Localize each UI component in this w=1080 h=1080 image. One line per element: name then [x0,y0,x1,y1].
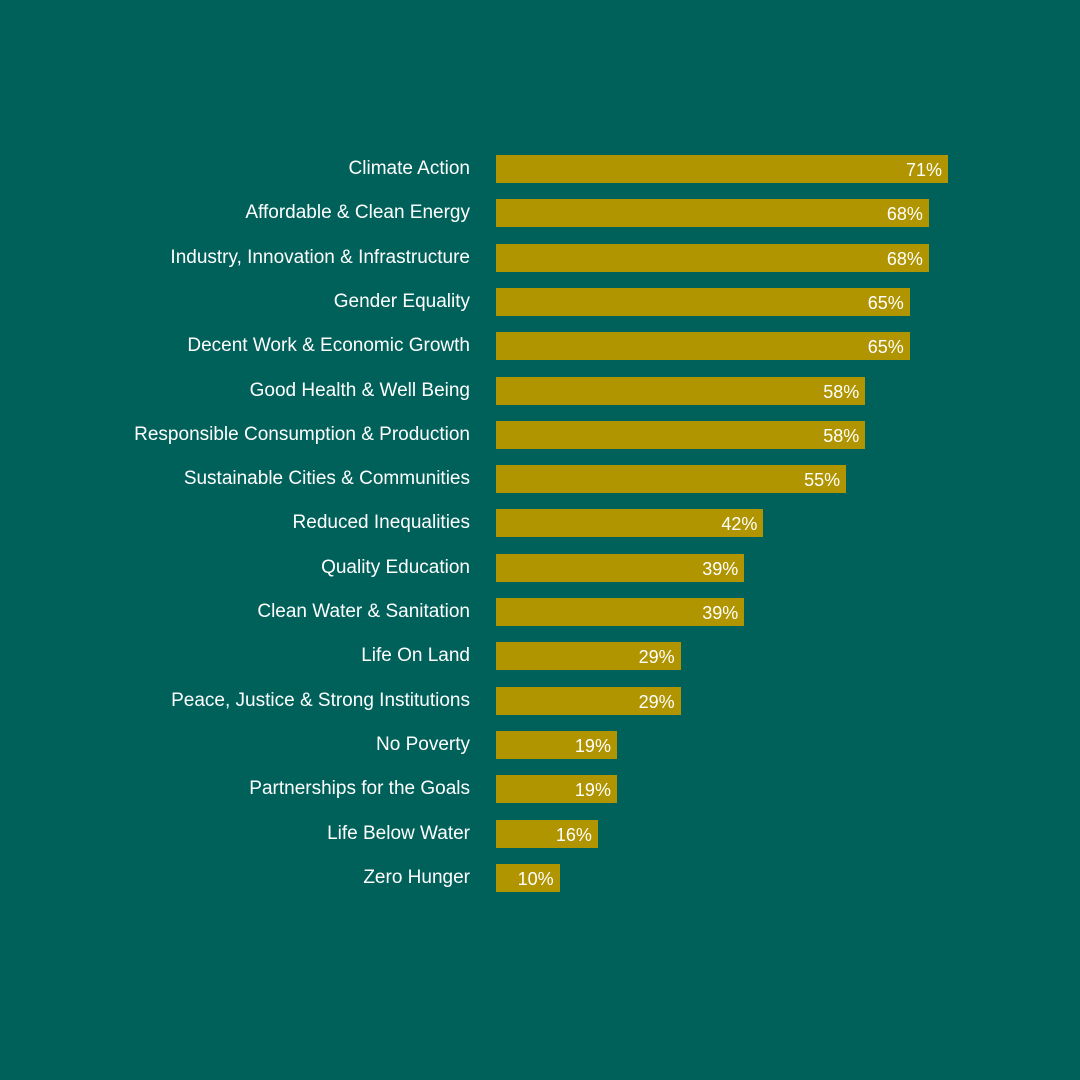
bar-row: Industry, Innovation & Infrastructure 68% [0,243,1080,272]
bar-value-label: 16% [555,824,592,845]
bar-row: Climate Action 71% [0,155,1080,183]
bar: 19% [496,775,617,804]
bar-value-label: 39% [702,603,739,623]
bar-row: Reduced Inequalities 42% [0,509,1080,538]
category-label: Zero Hunger [363,866,470,888]
bar-value-label: 68% [886,204,923,225]
category-label: Sustainable Cities & Communities [183,468,470,490]
bar-value-label: 68% [886,248,923,269]
bar-value-label: 58% [823,425,860,446]
category-label: Affordable & Clean Energy [245,202,470,224]
category-label: Life Below Water [327,822,470,844]
category-label: Peace, Justice & Strong Institutions [171,689,470,711]
category-label: Gender Equality [333,290,470,312]
bar: 68% [496,199,929,228]
category-label: Reduced Inequalities [292,512,470,534]
bar: 58% [496,420,866,449]
bar-row: Quality Education 39% [0,553,1080,582]
bar-row: Clean Water & Sanitation 39% [0,598,1080,626]
bar: 16% [496,819,598,848]
bar-value-label: 71% [905,160,942,180]
bar-row: Zero Hunger 10% [0,863,1080,892]
category-label: No Poverty [376,733,470,755]
bar-row: Affordable & Clean Energy 68% [0,199,1080,228]
bar: 55% [496,465,847,494]
bar: 65% [496,332,910,361]
bar: 39% [496,598,745,626]
bar-value-label: 65% [867,337,904,358]
bar-row: Responsible Consumption & Production 58% [0,420,1080,449]
bar: 65% [496,287,910,316]
bar-value-label: 42% [721,514,758,535]
category-label: Decent Work & Economic Growth [187,335,470,357]
category-label: Clean Water & Sanitation [257,601,470,622]
bar: 10% [496,863,560,892]
bar-row: Life On Land 29% [0,642,1080,671]
category-label: Industry, Innovation & Infrastructure [170,246,470,268]
bar-value-label: 10% [517,868,554,889]
category-label: Good Health & Well Being [249,379,470,401]
bar-value-label: 39% [702,558,739,579]
category-label: Partnerships for the Goals [249,778,470,800]
bar-value-label: 29% [638,647,675,668]
bar-row: Good Health & Well Being 58% [0,376,1080,405]
bar-value-label: 65% [867,292,904,313]
bar: 19% [496,730,617,759]
category-label: Life On Land [361,645,470,667]
bar-row: Life Below Water 16% [0,819,1080,848]
bar-row: Decent Work & Economic Growth 65% [0,332,1080,361]
bar-row: Gender Equality 65% [0,287,1080,316]
bar: 58% [496,376,866,405]
category-label: Quality Education [321,556,470,578]
bar-value-label: 19% [574,735,611,756]
bar-value-label: 55% [804,470,841,491]
category-label: Climate Action [348,158,470,179]
bar-value-label: 29% [638,691,675,712]
bar: 71% [496,155,948,183]
bar-row: Peace, Justice & Strong Institutions 29% [0,686,1080,715]
bar: 29% [496,642,681,671]
bar-value-label: 58% [823,381,860,402]
bar: 29% [496,686,681,715]
bar-row: Sustainable Cities & Communities 55% [0,465,1080,494]
bar-row: Partnerships for the Goals 19% [0,775,1080,804]
bar-value-label: 19% [574,780,611,801]
bar: 39% [496,553,745,582]
bar: 42% [496,509,764,538]
category-label: Responsible Consumption & Production [134,423,470,445]
bar: 68% [496,243,929,272]
bar-row: No Poverty 19% [0,730,1080,759]
